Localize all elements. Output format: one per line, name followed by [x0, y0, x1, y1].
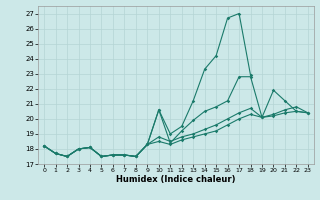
X-axis label: Humidex (Indice chaleur): Humidex (Indice chaleur) — [116, 175, 236, 184]
